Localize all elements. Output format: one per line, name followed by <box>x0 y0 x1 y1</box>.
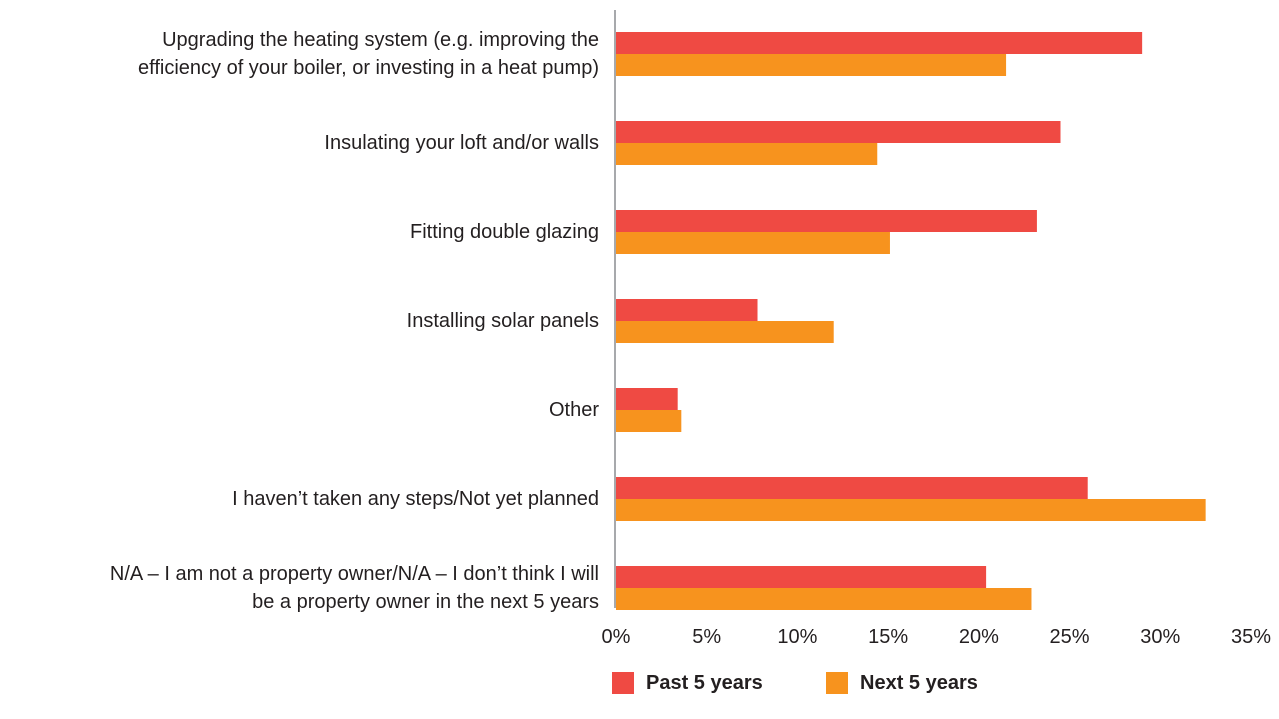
x-tick-label: 25% <box>1049 626 1090 648</box>
x-tick-label: 30% <box>1140 626 1181 648</box>
bar-next-1 <box>616 143 878 165</box>
bar-past-1 <box>616 121 1061 143</box>
legend-next-5-years: Next 5 years <box>826 668 978 698</box>
bar-next-6 <box>616 588 1032 610</box>
x-tick-label: 35% <box>1230 626 1272 648</box>
bar-past-5 <box>616 477 1088 499</box>
bar-past-0 <box>616 32 1143 54</box>
legend-swatch-next <box>826 672 848 694</box>
category-label: Other <box>548 399 599 421</box>
category-label: Insulating your loft and/or walls <box>324 132 599 154</box>
bar-past-3 <box>616 299 758 321</box>
bar-next-5 <box>616 499 1206 521</box>
category-label: Installing solar panels <box>406 310 599 332</box>
category-label: Upgrading the heating system (e.g. impro… <box>138 29 599 79</box>
category-label: Fitting double glazing <box>409 221 599 243</box>
category-label: N/A – I am not a property owner/N/A – I … <box>109 563 599 613</box>
bar-next-0 <box>616 54 1007 76</box>
x-tick-label: 20% <box>958 626 999 648</box>
category-label: I haven’t taken any steps/Not yet planne… <box>232 488 599 510</box>
legend-swatch-past <box>612 672 634 694</box>
x-tick-label: 15% <box>868 626 909 648</box>
x-tick-label: 5% <box>692 626 722 648</box>
bar-next-4 <box>616 410 682 432</box>
legend-label-next: Next 5 years <box>860 671 978 694</box>
bar-past-4 <box>616 388 678 410</box>
x-tick-label: 0% <box>601 626 631 648</box>
bar-past-2 <box>616 210 1037 232</box>
bar-past-6 <box>616 566 987 588</box>
legend-past-5-years: Past 5 years <box>612 668 763 698</box>
bar-next-2 <box>616 232 890 254</box>
x-tick-label: 10% <box>777 626 818 648</box>
legend-label-past: Past 5 years <box>646 671 763 694</box>
bar-next-3 <box>616 321 834 343</box>
